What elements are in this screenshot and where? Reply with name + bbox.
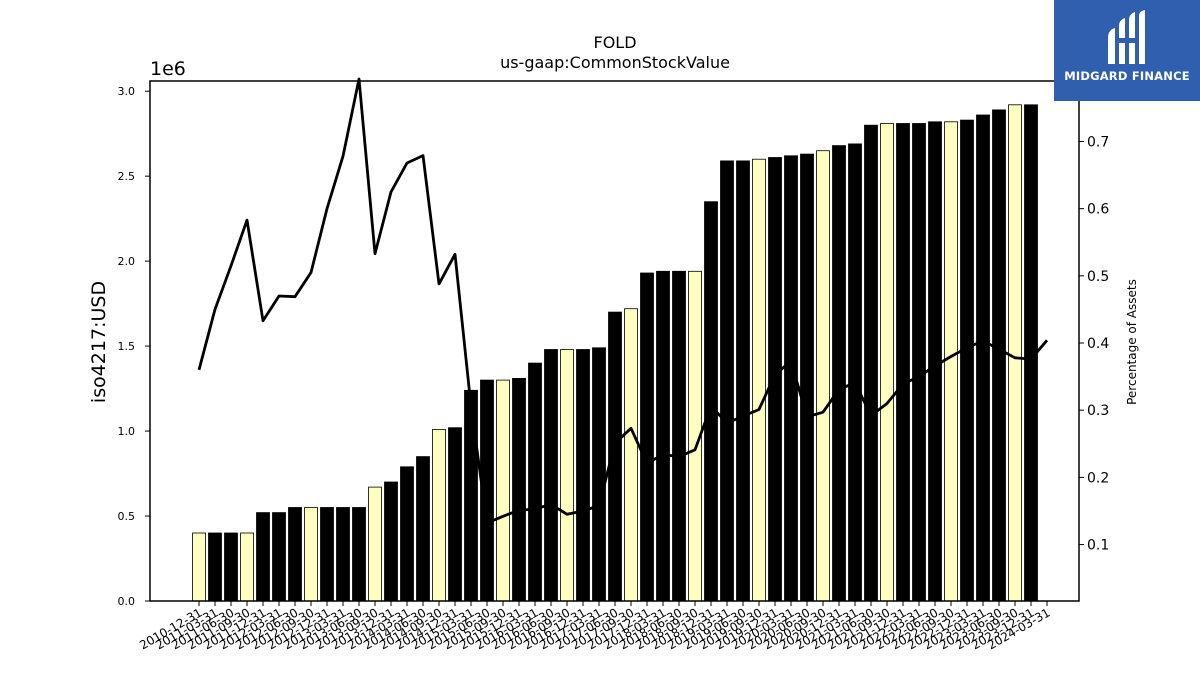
bar-2013-06-30 [352, 507, 366, 602]
bar-2015-03-31 [464, 389, 478, 602]
bar-2021-06-30 [864, 124, 878, 602]
bar-2017-03-31 [592, 347, 606, 602]
bar-2023-03-31 [976, 114, 990, 602]
bar-2014-12-31 [448, 427, 462, 602]
y2-tick-label: 0.6 [1087, 202, 1109, 218]
bar-2019-06-30 [736, 160, 750, 602]
percentage-of-assets-line [197, 77, 1049, 525]
bar-2022-03-31 [912, 123, 926, 602]
y2-tick-label: 0.4 [1087, 336, 1109, 352]
bar-2011-09-30 [240, 532, 254, 602]
y2-tick-label: 0.5 [1087, 269, 1109, 285]
bar-2014-09-30 [432, 428, 446, 602]
y-axis-label: iso4217:USD [88, 281, 110, 403]
bar-2020-12-31 [832, 145, 846, 602]
y2-tick-label: 0.3 [1087, 403, 1109, 419]
bar-2015-12-31 [512, 377, 526, 602]
bar-2021-03-31 [848, 143, 862, 602]
y-tick-label: 2.0 [118, 255, 136, 268]
y-offset-label: 1e6 [150, 58, 186, 80]
y-tick-label: 2.5 [118, 170, 136, 183]
bar-2023-06-30 [992, 109, 1006, 602]
bar-2022-12-31 [960, 119, 974, 602]
bar-2013-09-30 [368, 486, 382, 602]
bar-2015-09-30 [496, 379, 510, 602]
y-tick-label: 1.0 [118, 425, 136, 438]
bar-2019-03-31 [720, 160, 734, 602]
bar-2019-09-30 [752, 158, 766, 602]
brand-logo: MIDGARD FINANCE [1054, 0, 1200, 101]
bar-2016-12-31 [576, 349, 590, 602]
bar-2016-09-30 [560, 349, 574, 602]
bar-2013-03-31 [336, 507, 350, 602]
chart-title: FOLD [593, 33, 636, 52]
bar-2010-12-31 [192, 532, 206, 602]
y-tick-label: 3.0 [118, 85, 136, 98]
bar-2018-12-31 [704, 201, 718, 602]
y2-tick-label: 0.2 [1087, 470, 1109, 486]
y2-axis-label: Percentage of Assets [1125, 279, 1139, 405]
bar-2021-09-30 [880, 123, 894, 602]
bar-2019-12-31 [768, 157, 782, 602]
y-tick-label: 0.0 [118, 595, 136, 608]
bar-2022-09-30 [944, 121, 958, 602]
y-tick-label: 1.5 [118, 340, 136, 353]
bar-2022-06-30 [928, 121, 942, 602]
bar-2018-06-30 [672, 270, 686, 602]
bar-2018-03-31 [656, 270, 670, 602]
bar-2011-03-31 [208, 532, 222, 602]
y2-tick-label: 0.1 [1087, 538, 1109, 554]
bar-2011-06-30 [224, 532, 238, 602]
bar-2016-06-30 [544, 349, 558, 602]
bar-2020-09-30 [816, 150, 830, 602]
bar-2011-12-31 [256, 512, 270, 602]
bar-2016-03-31 [528, 362, 542, 602]
bar-2020-06-30 [800, 153, 814, 602]
bar-2023-09-30 [1008, 104, 1022, 602]
bar-2014-06-30 [416, 456, 430, 602]
bar-2017-12-31 [640, 272, 654, 602]
y-tick-label: 0.5 [118, 510, 136, 523]
bar-2014-03-31 [400, 466, 414, 602]
logo-text: MIDGARD FINANCE [1064, 69, 1190, 83]
bar-2012-09-30 [304, 507, 318, 602]
bar-2012-03-31 [272, 512, 286, 602]
y2-tick-label: 0.7 [1087, 134, 1109, 150]
bar-2012-06-30 [288, 507, 302, 602]
midgard-logo-icon [1108, 10, 1145, 64]
bar-2013-12-31 [384, 481, 398, 602]
chart-subtitle: us-gaap:CommonStockValue [500, 53, 730, 72]
bar-2017-09-30 [624, 308, 638, 602]
bar-2012-12-31 [320, 507, 334, 602]
bar-2021-12-31 [896, 123, 910, 602]
